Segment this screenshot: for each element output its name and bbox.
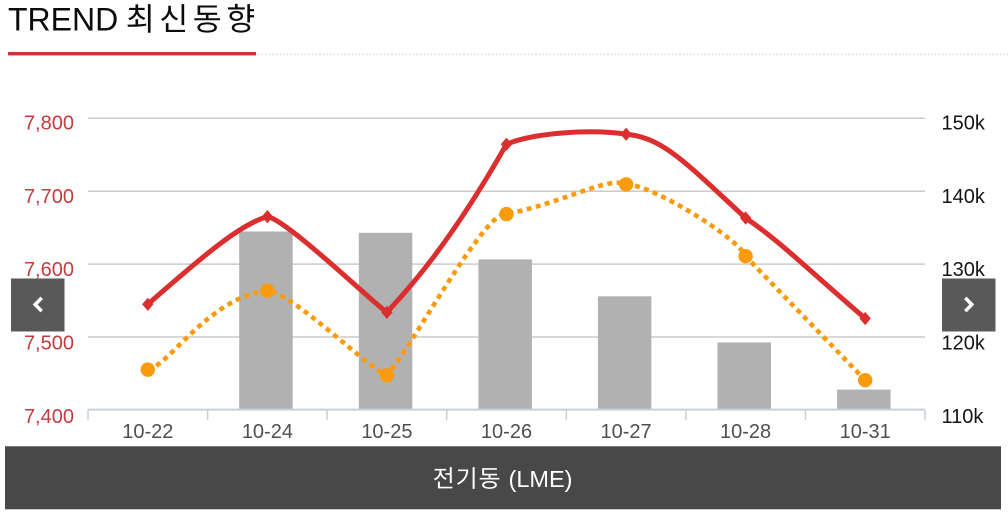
svg-text:7,600: 7,600 — [24, 259, 74, 281]
svg-text:10-31: 10-31 — [840, 421, 891, 443]
svg-text:10-22: 10-22 — [122, 421, 173, 443]
svg-text:7,800: 7,800 — [24, 113, 74, 135]
svg-text:10-28: 10-28 — [720, 421, 771, 443]
svg-text:120k: 120k — [942, 333, 986, 355]
svg-text:7,700: 7,700 — [24, 186, 74, 208]
svg-text:10-25: 10-25 — [361, 421, 412, 443]
svg-text:7,400: 7,400 — [24, 406, 74, 428]
svg-text:150k: 150k — [942, 113, 986, 135]
svg-text:130k: 130k — [942, 259, 986, 281]
svg-text:10-27: 10-27 — [601, 421, 652, 443]
svg-text:(LME): (LME) — [509, 466, 573, 492]
svg-text:140k: 140k — [942, 186, 986, 208]
svg-text:7,500: 7,500 — [24, 333, 74, 355]
svg-text:110k: 110k — [942, 406, 985, 428]
svg-text:10-24: 10-24 — [242, 421, 293, 443]
svg-text:10-26: 10-26 — [481, 421, 532, 443]
svg-text:TREND: TREND — [8, 1, 118, 37]
